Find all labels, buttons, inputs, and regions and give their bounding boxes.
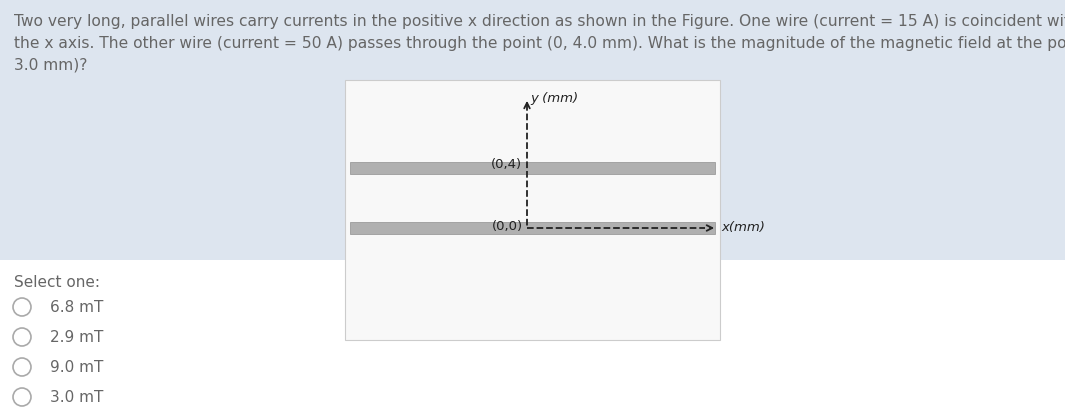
Text: 3.0 mm)?: 3.0 mm)? — [14, 58, 87, 73]
Text: (0,0): (0,0) — [492, 220, 523, 233]
Text: 2.9 mT: 2.9 mT — [50, 330, 103, 345]
Text: Two very long, parallel wires carry currents in the positive x direction as show: Two very long, parallel wires carry curr… — [14, 14, 1065, 29]
Bar — [0, 260, 1065, 420]
Text: 3.0 mT: 3.0 mT — [50, 390, 103, 405]
Text: 6.8 mT: 6.8 mT — [50, 300, 103, 315]
Text: the x axis. The other wire (current = 50 A) passes through the point (0, 4.0 mm): the x axis. The other wire (current = 50… — [14, 36, 1065, 51]
Text: (0,4): (0,4) — [491, 158, 522, 171]
Text: Select one:: Select one: — [14, 275, 100, 290]
Text: 9.0 mT: 9.0 mT — [50, 360, 103, 375]
Text: x(mm): x(mm) — [721, 221, 765, 234]
Text: y (mm): y (mm) — [530, 92, 578, 105]
Bar — [345, 80, 720, 340]
Bar — [350, 222, 715, 234]
Bar — [350, 162, 715, 174]
